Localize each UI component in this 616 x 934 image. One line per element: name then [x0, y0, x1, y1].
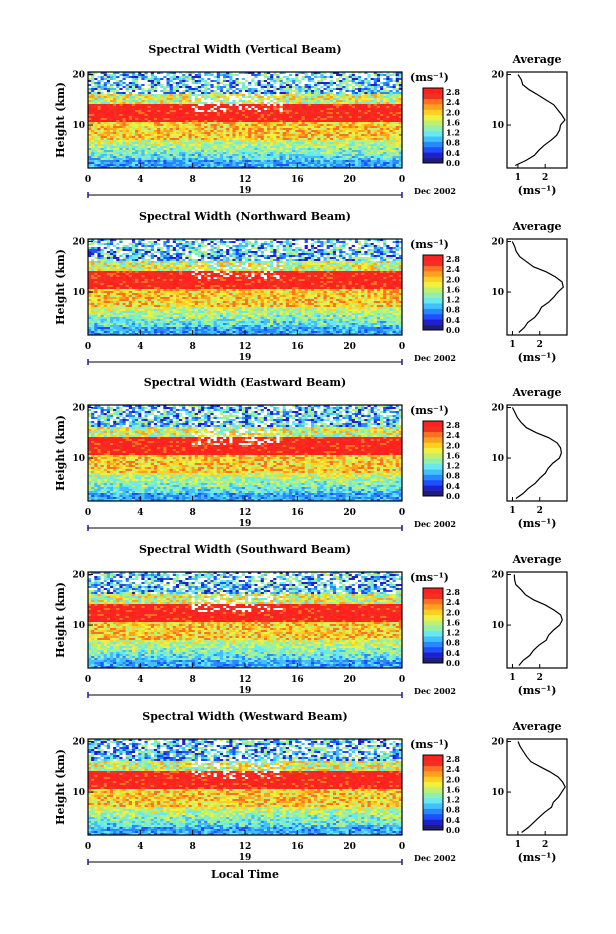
colorbar-tick-label: 1.2 [446, 128, 460, 138]
colorbar-swatch [423, 152, 443, 158]
profile-y-tick-label: 10 [491, 121, 504, 131]
x-tick-label: 4 [137, 175, 143, 185]
colorbar-swatch [423, 88, 443, 94]
day-label: 19 [239, 186, 252, 196]
x-tick-label: 16 [291, 175, 304, 185]
profile-frame [507, 72, 567, 168]
colorbar-tick-label: 2.0 [446, 107, 460, 117]
colorbar-swatch [423, 158, 443, 164]
colorbar-swatch [423, 126, 443, 132]
colorbar-tick-label: 2.8 [446, 87, 460, 97]
colorbar-swatch [423, 104, 443, 110]
colorbar-swatch [423, 131, 443, 137]
profile-x-tick-label: 2 [542, 173, 548, 183]
x-tick-label: 0 [399, 175, 405, 185]
panel-1: Spectral Width (Vertical Beam)2010Height… [54, 43, 567, 198]
y-tick-label: 20 [72, 71, 85, 81]
colorbar-swatch [423, 142, 443, 148]
y-tick-label: 10 [72, 121, 85, 131]
panel-2: Spectral Width (Northward Beam)2010Heigh… [54, 210, 567, 365]
colorbar-swatch [423, 93, 443, 99]
colorbar-swatch [423, 147, 443, 153]
y-axis-label: Height (km) [54, 82, 67, 158]
heatmap [88, 72, 402, 168]
colorbar-swatch [423, 115, 443, 121]
colorbar-swatch [423, 99, 443, 105]
colorbar-tick-label: 1.6 [446, 117, 460, 127]
colorbar-tick-label: 0.4 [446, 148, 460, 158]
heatmap [88, 239, 402, 335]
colorbar-tick-label: 0.8 [446, 138, 460, 148]
x-tick-label: 20 [343, 175, 356, 185]
colorbar-unit: (ms⁻¹) [410, 71, 449, 84]
colorbar-tick-label: 2.4 [446, 97, 460, 107]
panel-title: Spectral Width (Northward Beam) [139, 210, 351, 223]
x-tick-label: 12 [239, 175, 252, 185]
profile-title: Average [511, 53, 561, 66]
panel-title: Spectral Width (Vertical Beam) [148, 43, 341, 56]
colorbar-swatch [423, 109, 443, 115]
month-label: Dec 2002 [414, 186, 456, 196]
profile-y-tick-label: 20 [491, 71, 504, 81]
x-tick-label: 0 [85, 175, 91, 185]
profile-x-tick-label: 1 [515, 173, 521, 183]
colorbar-swatch [423, 120, 443, 126]
profile-x-label: (ms⁻¹) [518, 184, 557, 197]
x-tick-label: 8 [190, 175, 196, 185]
colorbar-tick-label: 0.0 [446, 158, 460, 168]
colorbar-swatch [423, 136, 443, 142]
profile-line [515, 75, 565, 166]
